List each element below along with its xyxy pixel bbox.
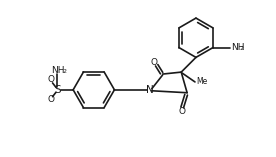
Text: NH: NH xyxy=(51,66,64,75)
Text: S: S xyxy=(54,85,61,95)
Text: 2: 2 xyxy=(62,69,66,74)
Text: O: O xyxy=(47,76,54,84)
Text: NH: NH xyxy=(231,43,244,52)
Text: O: O xyxy=(179,107,186,116)
Text: 2: 2 xyxy=(240,46,243,51)
Text: O: O xyxy=(150,58,157,67)
Text: O: O xyxy=(47,95,54,104)
Text: N: N xyxy=(146,85,154,95)
Text: Me: Me xyxy=(196,77,207,87)
